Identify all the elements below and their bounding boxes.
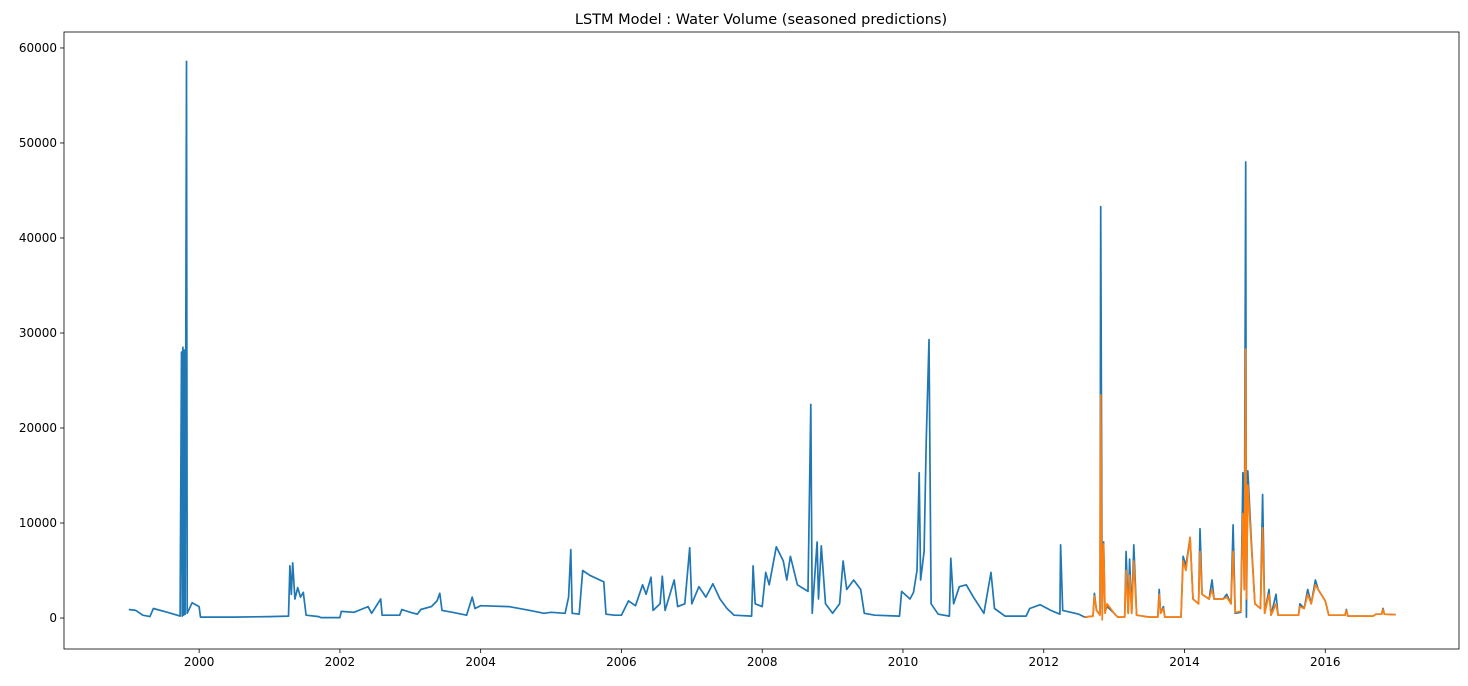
x-tick-label: 2014 — [1169, 655, 1200, 669]
y-tick-label: 0 — [49, 611, 57, 625]
series-line-0 — [128, 60, 1396, 619]
y-tick-label: 10000 — [19, 516, 57, 530]
y-tick-label: 30000 — [19, 326, 57, 340]
y-tick-label: 20000 — [19, 421, 57, 435]
y-tick-label: 40000 — [19, 231, 57, 245]
y-tick-label: 50000 — [19, 136, 57, 150]
series-layer — [128, 60, 1396, 621]
x-tick-label: 2012 — [1028, 655, 1059, 669]
x-tick-label: 2008 — [747, 655, 778, 669]
x-axis: 2000 2002 2004 2006 2008 2010 2012 2014 2016 — [184, 649, 1341, 669]
y-axis: 0 10000 20000 30000 40000 50000 60000 — [19, 41, 64, 625]
x-tick-label: 2004 — [465, 655, 496, 669]
y-tick-label: 60000 — [19, 41, 57, 55]
plot-frame — [63, 31, 1460, 650]
x-tick-label: 2010 — [888, 655, 919, 669]
x-tick-label: 2006 — [606, 655, 637, 669]
x-tick-label: 2002 — [325, 655, 356, 669]
x-tick-label: 2000 — [184, 655, 215, 669]
series-line-1 — [1084, 348, 1396, 621]
chart-title: LSTM Model : Water Volume (seasoned pred… — [575, 12, 947, 28]
x-tick-label: 2016 — [1310, 655, 1341, 669]
